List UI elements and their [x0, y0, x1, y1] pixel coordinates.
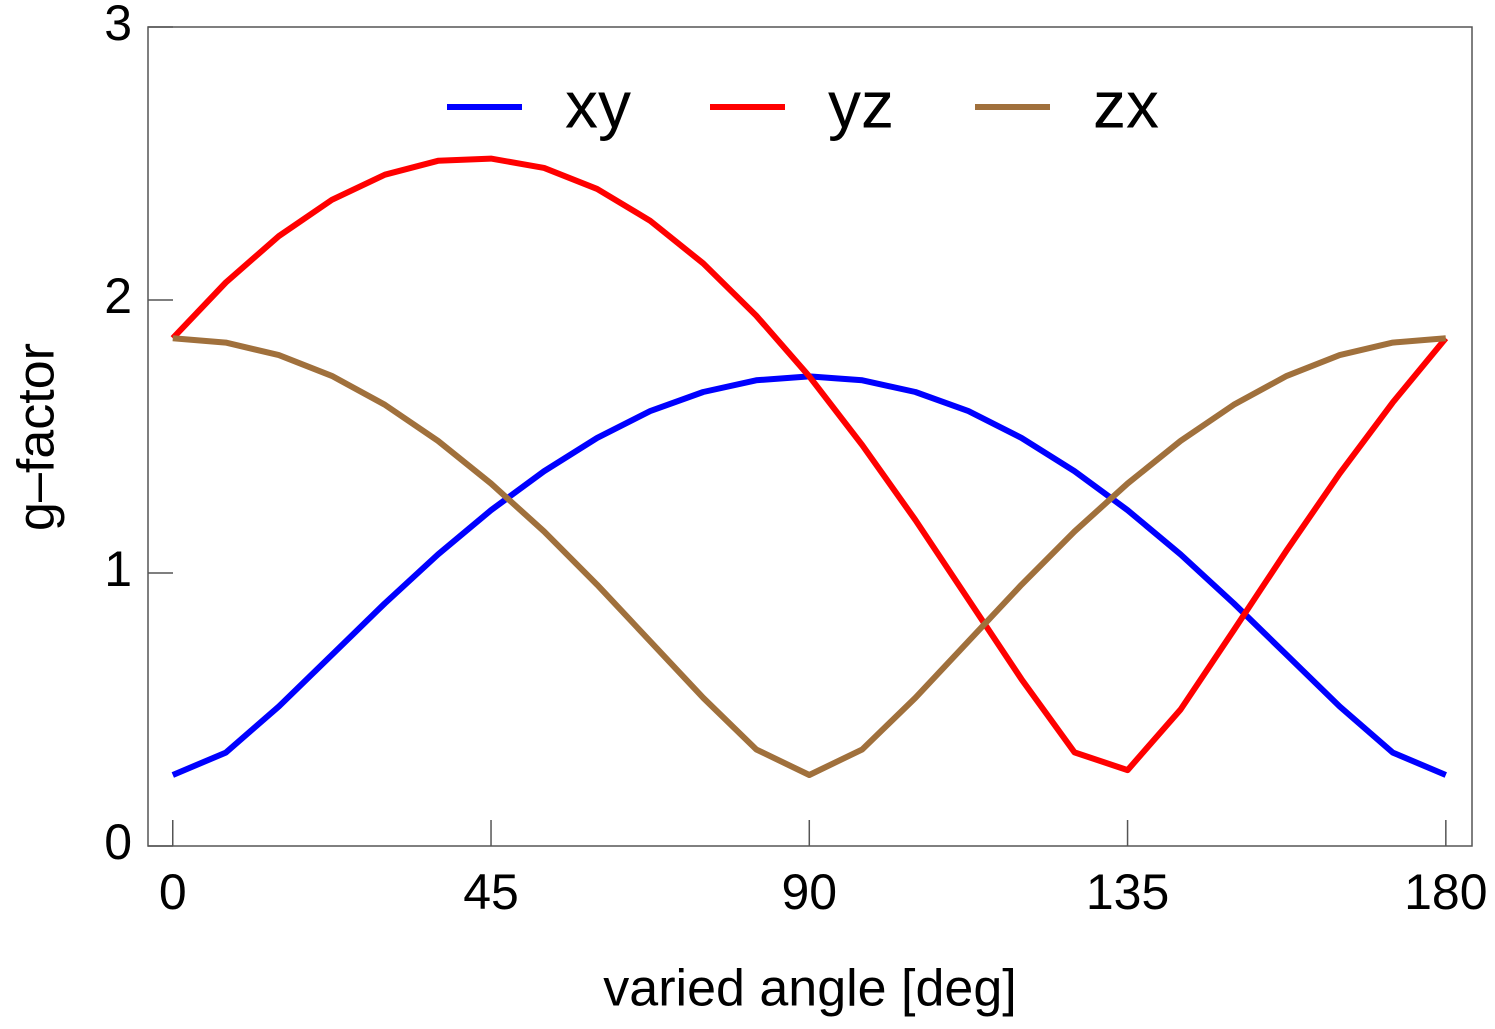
y-axis-label: g–factor	[8, 343, 66, 531]
plot-frame	[147, 26, 1473, 847]
x-axis-label: varied angle [deg]	[603, 960, 1016, 1018]
series-line	[171, 373, 1447, 778]
y-tick-label: 0	[104, 814, 132, 870]
legend-label: yz	[828, 67, 894, 141]
y-tick-label: 3	[104, 0, 132, 51]
x-tick-label: 0	[159, 864, 187, 920]
x-tick-label: 45	[463, 864, 519, 920]
legend-label: xy	[565, 67, 631, 141]
series-line	[172, 335, 1447, 778]
x-tick-label: 90	[781, 864, 837, 920]
y-tick-label: 2	[104, 268, 132, 324]
x-tick-label: 180	[1404, 864, 1487, 920]
series-line	[170, 155, 1449, 774]
x-tick-label: 135	[1086, 864, 1169, 920]
legend-label: zx	[1093, 67, 1159, 141]
y-tick-label: 1	[104, 541, 132, 597]
